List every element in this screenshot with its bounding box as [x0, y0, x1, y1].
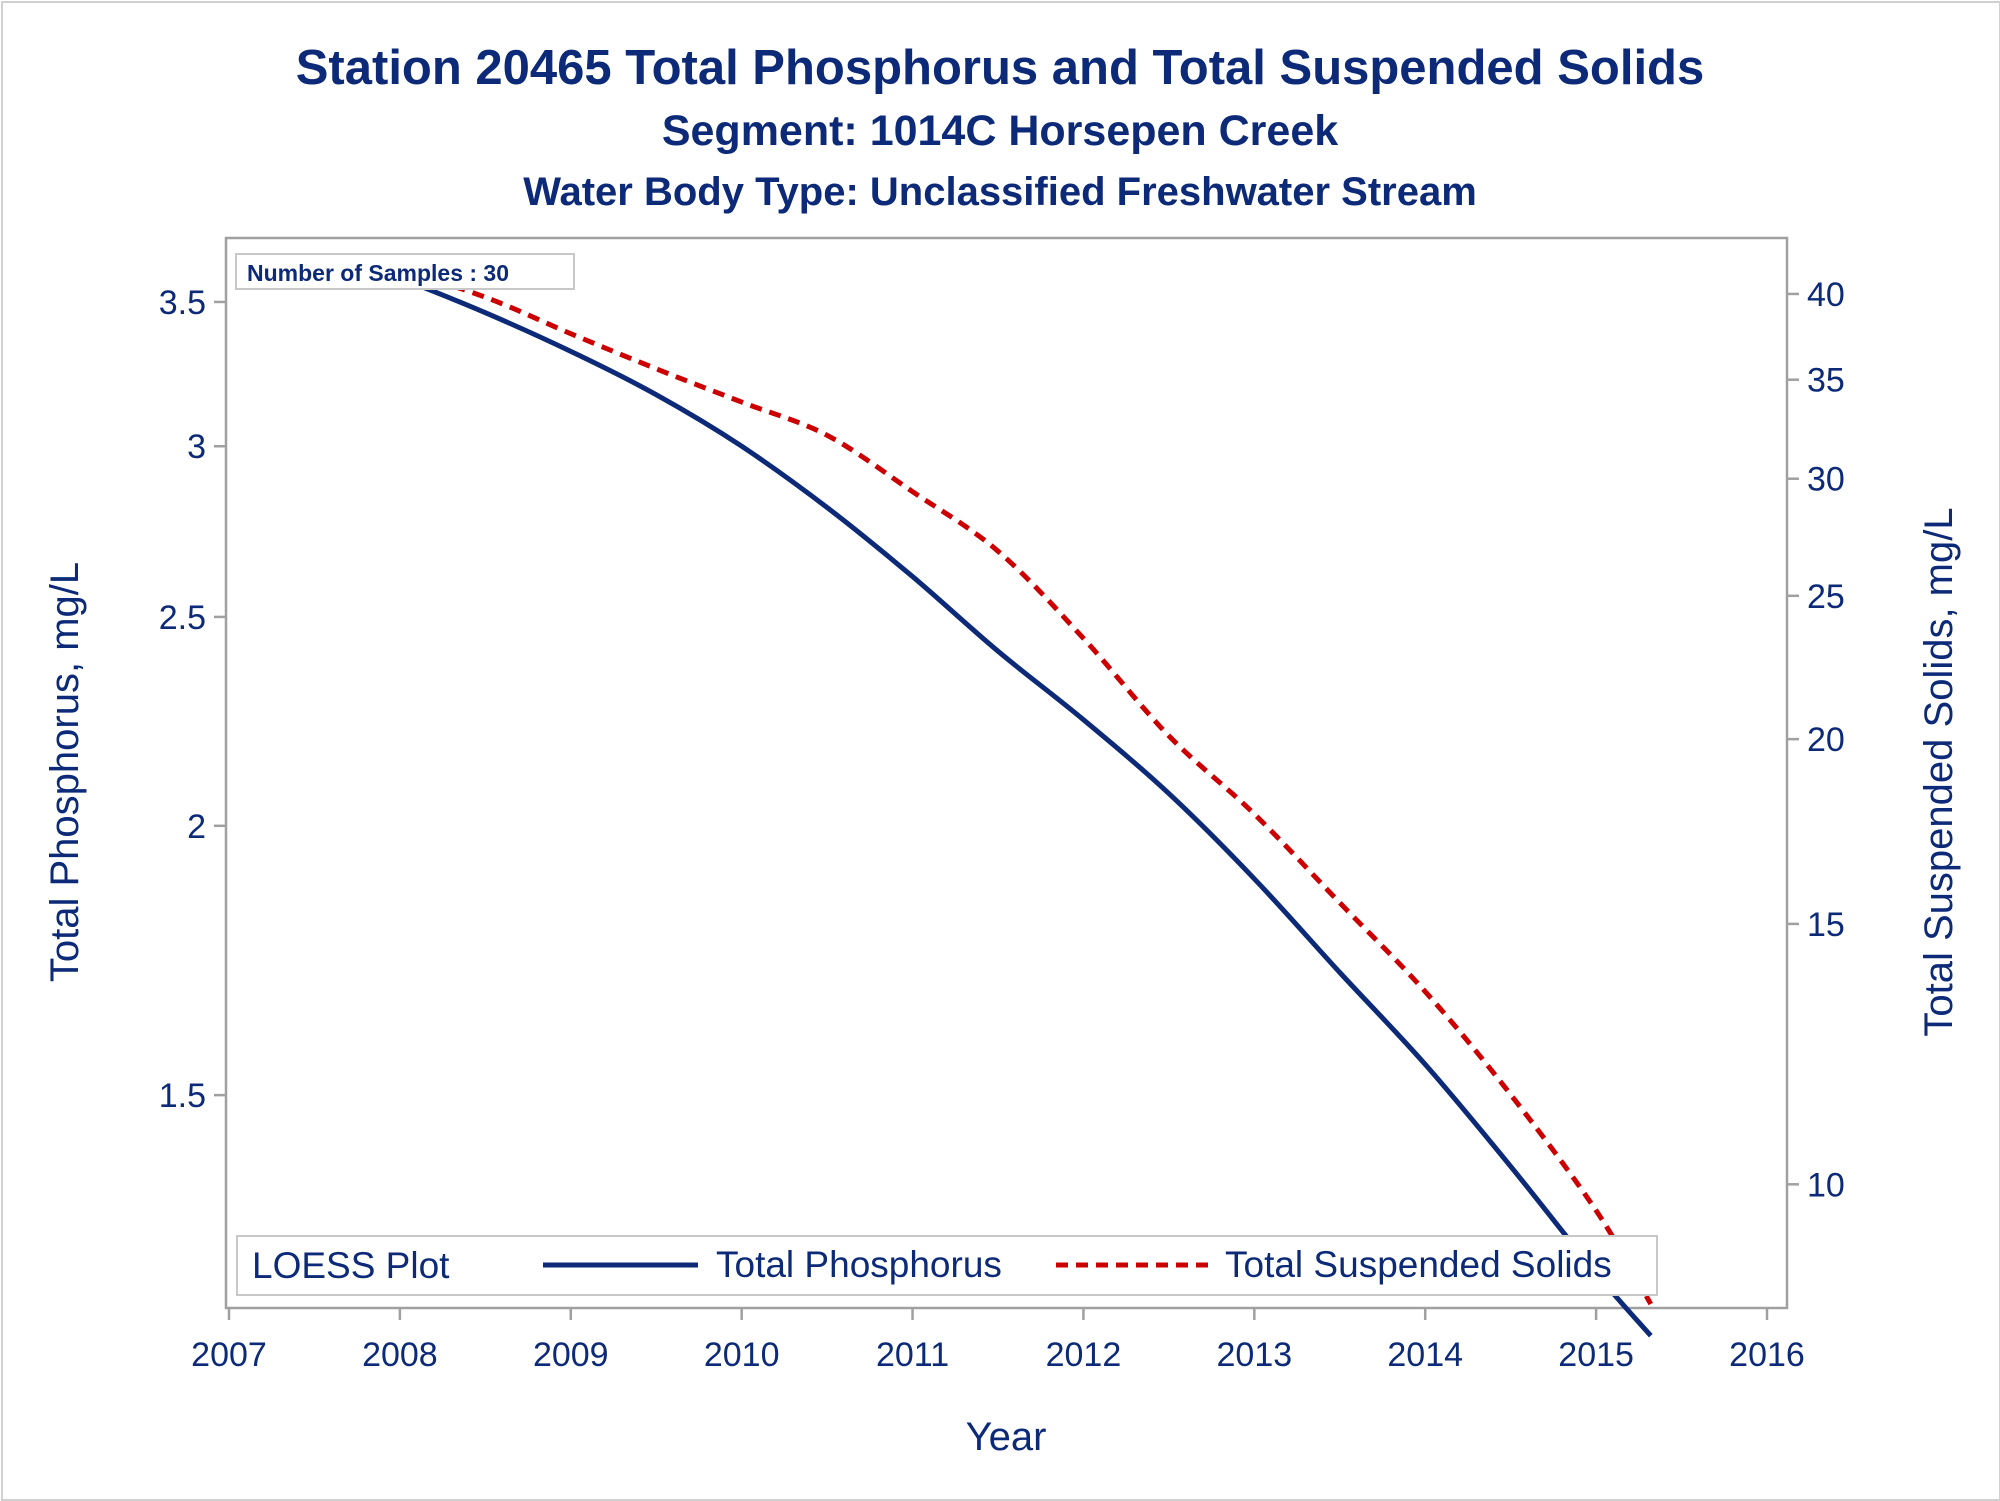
chart-title: Station 20465 Total Phosphorus and Total… [295, 41, 1705, 95]
y-tick-label: 3 [187, 428, 206, 466]
legend-title: LOESS Plot [252, 1245, 450, 1286]
x-tick-label: 2014 [1387, 1336, 1463, 1374]
x-tick-label: 2009 [533, 1336, 609, 1374]
y2-tick-label: 40 [1807, 276, 1845, 314]
y-tick-label: 2.5 [159, 599, 206, 637]
y2-tick-label: 35 [1807, 362, 1845, 400]
series-layer [356, 257, 1653, 1338]
x-tick-label: 2015 [1558, 1336, 1634, 1374]
chart-subtitle-2: Water Body Type: Unclassified Freshwater… [523, 170, 1477, 214]
chart-subtitle: Segment: 1014C Horsepen Creek [661, 107, 1339, 155]
x-tick-label: 2012 [1046, 1336, 1122, 1374]
x-tick-label: 2011 [876, 1336, 949, 1374]
y2-tick-label: 25 [1807, 578, 1845, 616]
x-tick-label: 2016 [1729, 1336, 1805, 1374]
x-axis-title: Year [966, 1415, 1047, 1459]
series-line-total-suspended-solids [356, 257, 1653, 1306]
sample-count-box: Number of Samples : 30 [235, 253, 575, 290]
x-tick-label: 2007 [191, 1336, 267, 1374]
x-tick-label: 2008 [362, 1336, 438, 1374]
x-tick-label: 2010 [704, 1336, 780, 1374]
legend-box [236, 1235, 1658, 1296]
y2-tick-label: 30 [1807, 461, 1845, 499]
legend-label-total-suspended-solids: Total Suspended Solids [1225, 1244, 1612, 1285]
y-tick-label: 2 [187, 808, 206, 846]
y2-axis-title: Total Suspended Solids, mg/L [1917, 507, 1961, 1036]
sample-count-label: Number of Samples : 30 [247, 260, 509, 286]
series-line-total-phosphorus [356, 260, 1653, 1338]
legend: LOESS Plot Total Phosphorus Total Suspen… [236, 1235, 1658, 1296]
y2-tick-label: 10 [1807, 1166, 1845, 1204]
y-tick-label: 3.5 [159, 284, 206, 322]
y-tick-label: 1.5 [159, 1077, 206, 1115]
plot-area [224, 236, 1789, 1310]
y2-tick-label: 15 [1807, 906, 1845, 944]
axes-layer: 2007 2008 2009 2010 2011 2012 2013 2014 2015 2016… [159, 276, 1845, 1374]
title-block: Station 20465 Total Phosphorus and Total… [0, 36, 2000, 222]
x-tick-label: 2013 [1217, 1336, 1293, 1374]
y2-tick-label: 20 [1807, 721, 1845, 759]
y-axis-title: Total Phosphorus, mg/L [43, 562, 87, 982]
legend-label-total-phosphorus: Total Phosphorus [716, 1244, 1002, 1285]
